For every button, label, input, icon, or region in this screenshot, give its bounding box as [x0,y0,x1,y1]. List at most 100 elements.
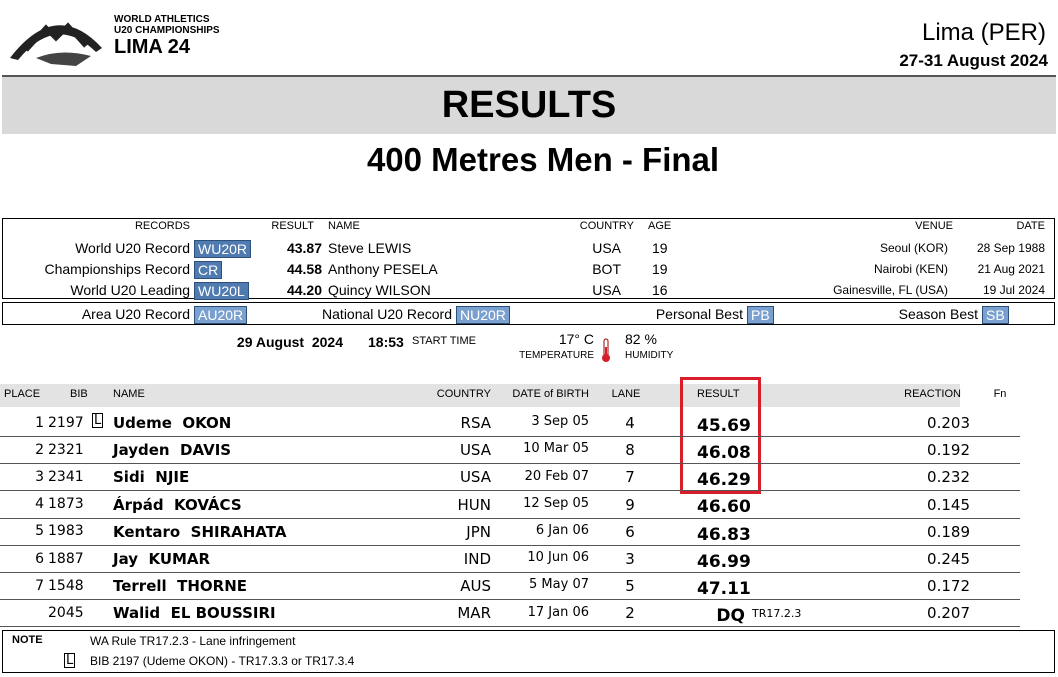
result: 45.69 [697,415,751,436]
dates: 27-31 August 2024 [899,50,1048,70]
record-name: Anthony PESELA [328,260,438,277]
record-venue: Gainesville, FL (USA) [833,282,948,297]
note-text: BIB 2197 (Udeme OKON) - TR17.3.3 or TR17… [90,653,355,668]
bib: 2321 [48,441,84,458]
legend-label: Personal Best [655,305,743,322]
record-name: Steve LEWIS [328,239,412,256]
row-separator [0,599,1020,601]
logo [10,22,102,66]
place: 2 [35,441,44,458]
column-header: Fn [993,388,1007,401]
subtitle: 400 Metres Men - Final [366,141,720,179]
record-result: 44.20 [286,281,322,298]
record-age: 16 [652,281,668,298]
lane: 9 [625,495,635,514]
place: 5 [35,523,44,540]
temperature: 17° C [558,330,594,347]
country: RSA [460,414,491,432]
reaction: 0.245 [927,550,970,568]
note-marker: L [64,653,76,669]
column-header: COUNTRY [436,388,491,401]
date-of-birth: 3 Sep 05 [531,414,589,430]
legend-label: Season Best [898,305,978,322]
title: RESULTS [441,84,617,127]
column-header: RESULT [697,388,740,401]
record-name: Quincy WILSON [328,281,431,298]
column-header: DATE of BIRTH [512,388,589,401]
bib: 1887 [48,550,84,567]
record-venue: Seoul (KOR) [879,240,948,255]
reaction: 0.207 [927,604,970,623]
reaction: 0.172 [927,577,970,596]
result: 46.99 [697,551,751,572]
start-time-label: START TIME [412,335,476,348]
row-separator [0,517,1020,519]
humidity: 82 % [625,330,657,347]
place: 3 [35,469,44,485]
lane: 7 [625,468,635,487]
row-separator [0,463,1020,465]
athlete-name: Kentaro SHIRAHATA [113,522,287,541]
country: USA [459,468,491,487]
event-date: 29 August 2024 [236,333,343,350]
bib: 2045 [48,605,84,621]
date-of-birth: 10 Mar 05 [523,441,589,457]
legend-label: National U20 Record [322,305,452,322]
record-country: BOT [592,260,621,277]
athlete-name: Jayden DAVIS [113,441,232,460]
city: Lima (PER) [921,18,1046,46]
column-header: LANE [611,388,641,401]
athlete-name: Udeme OKON [113,414,232,432]
thermometer-icon [602,338,610,362]
country: AUS [460,577,491,596]
row-separator [0,436,1020,437]
bib: 1983 [48,523,84,540]
record-country: USA [592,281,621,298]
reaction: 0.189 [927,522,970,541]
legend-code: SB [982,305,1009,325]
date-of-birth: 20 Feb 07 [524,468,589,484]
record-result: 43.87 [286,239,322,256]
column-header: DATE [1016,220,1045,233]
result: 47.11 [697,579,751,599]
date-of-birth: 6 Jan 06 [535,523,589,538]
country: JPN [466,522,491,541]
lane: 3 [625,550,635,568]
bib: 1873 [48,496,84,513]
record-date: 21 Aug 2021 [977,261,1045,276]
athlete-name: Walid EL BOUSSIRI [113,604,276,623]
record-label: World U20 Record [75,239,190,256]
marker: L [92,413,104,429]
column-header: NAME [113,388,145,401]
column-header: NAME [328,220,360,233]
humidity-label: HUMIDITY [625,350,674,361]
org-name: U20 CHAMPIONSHIPS [114,25,220,36]
place: 6 [35,550,44,567]
record-code: CR [194,260,223,280]
athlete-name: Terrell THORNE [113,577,247,596]
lane: 6 [625,522,635,541]
org-name: WORLD ATHLETICS [114,14,210,25]
row-separator [0,544,1020,546]
record-age: 19 [652,260,668,277]
row-separator [0,626,1020,628]
record-date: 28 Sep 1988 [976,240,1045,255]
country: MAR [457,604,491,623]
column-header: RECORDS [134,220,190,233]
record-country: USA [592,239,621,256]
note-label: NOTE [12,634,43,647]
result: 46.60 [697,497,751,518]
column-header: VENUE [915,220,953,233]
record-venue: Nairobi (KEN) [873,261,948,276]
country: USA [459,441,491,460]
place: 7 [35,577,44,594]
bib: 2341 [48,469,84,485]
record-date: 19 Jul 2024 [982,282,1045,297]
legend-code: PB [747,305,774,325]
bib: 1548 [48,577,84,594]
column-header: RESULT [271,220,314,233]
legend-label: Area U20 Record [81,305,190,322]
temperature-label: TEMPERATURE [519,350,594,361]
legend-box [2,302,1055,325]
